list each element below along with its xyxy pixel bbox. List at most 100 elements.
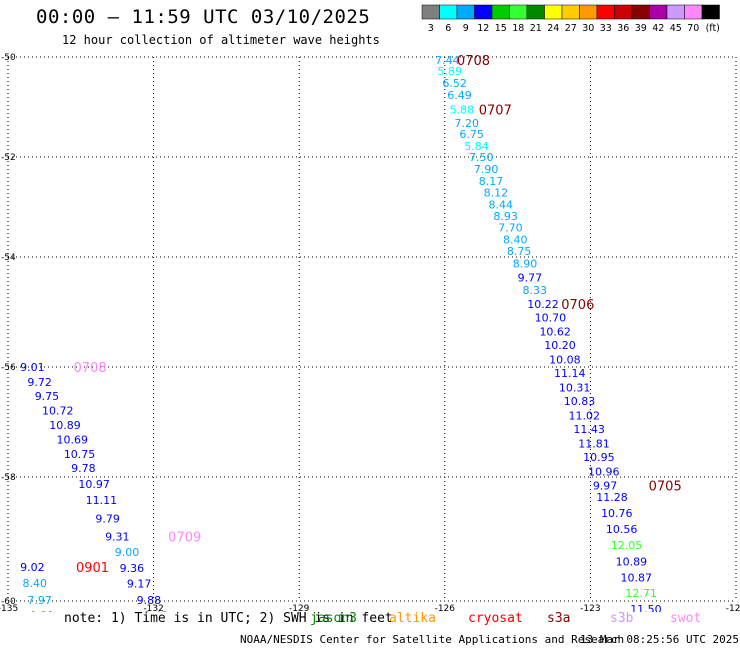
wave-height-value: 6.49 <box>447 89 472 102</box>
wave-height-value: 11.28 <box>596 491 628 504</box>
pass-time-label: 0706 <box>561 298 594 313</box>
wave-height-value: 7.50 <box>469 151 494 164</box>
wave-height-value: 9.31 <box>30 609 55 612</box>
color-scale-label: 24 <box>547 23 559 34</box>
grid-lines <box>7 56 737 602</box>
wave-height-value: 10.96 <box>588 466 620 479</box>
color-scale-label: 18 <box>512 23 524 34</box>
wave-height-value: 7.90 <box>474 163 499 176</box>
wave-height-value: 10.89 <box>616 555 648 568</box>
x-tick-label: -135 <box>0 604 18 612</box>
wave-height-value: 10.72 <box>42 404 73 417</box>
wave-height-value: 12.05 <box>611 539 643 552</box>
pass-time-label: 0709 <box>168 531 201 546</box>
color-scale-label: 15 <box>495 23 507 34</box>
wave-height-value: 11.02 <box>569 409 601 422</box>
wave-height-value: 9.79 <box>95 513 120 526</box>
pass-time-label: 0901 <box>76 561 109 576</box>
y-tick-label: -54 <box>1 253 16 263</box>
color-scale-label: 39 <box>635 23 647 34</box>
wave-height-value: 9.02 <box>20 561 44 574</box>
wave-height-value: 10.70 <box>535 312 567 325</box>
wave-height-value: 10.89 <box>49 419 81 432</box>
source-credit: NOAA/NESDIS Center for Satellite Applica… <box>240 633 625 646</box>
color-scale-label: 42 <box>652 23 664 34</box>
wave-height-value: 9.31 <box>105 531 130 544</box>
wave-height-value: 10.95 <box>583 451 615 464</box>
wave-height-value: 10.56 <box>606 523 638 536</box>
legend-s3b: s3b <box>610 611 634 626</box>
wave-height-value: 10.08 <box>549 353 581 366</box>
pass-time-label: 0705 <box>649 480 682 495</box>
wave-height-value: 12.71 <box>625 587 657 600</box>
chart-title: 00:00 – 11:59 UTC 03/10/2025 <box>36 6 371 28</box>
legend-altika: altika <box>389 611 436 626</box>
color-swatch <box>701 4 720 20</box>
wave-height-value: 7.20 <box>455 117 480 130</box>
wave-height-value: 10.97 <box>78 478 110 491</box>
pass-time-label: 0707 <box>479 104 512 119</box>
units-note: note: 1) Time is in UTC; 2) SWH is in fe… <box>64 611 393 626</box>
wave-height-value: 9.88 <box>137 594 162 607</box>
wave-height-value: 10.20 <box>544 339 576 352</box>
pass-time-label: 0708 <box>74 361 107 376</box>
x-tick-label: -126 <box>435 604 456 612</box>
color-scale-label: 12 <box>477 23 489 34</box>
color-scale-label: 6 <box>445 23 451 34</box>
wave-height-value: 8.44 <box>488 199 512 212</box>
wave-height-value: 9.17 <box>127 578 152 591</box>
wave-height-value: 9.36 <box>120 562 145 575</box>
wave-height-value: 9.43 <box>144 609 169 612</box>
wave-height-value: 7.44 <box>435 54 460 67</box>
color-scale-bar: 3 6 9 12 15 18 21 24 27 30 33 36 39 42 45 70 (ft) <box>421 4 720 34</box>
wave-height-value: 10.22 <box>527 298 559 311</box>
wave-height-value: 11.14 <box>554 367 586 380</box>
wave-height-value: 11.43 <box>573 423 605 436</box>
wave-height-value: 9.75 <box>35 390 60 403</box>
x-tick-label: -120 <box>726 604 740 612</box>
wave-height-value: 9.77 <box>518 271 543 284</box>
color-scale-label: 30 <box>582 23 594 34</box>
wave-height-value: 9.01 <box>20 361 44 374</box>
wave-height-value: 8.33 <box>522 284 547 297</box>
color-scale-label: 45 <box>670 23 682 34</box>
wave-height-value: 5.89 <box>438 65 463 78</box>
x-tick-label: -132 <box>143 604 163 612</box>
wave-height-value: 10.87 <box>620 571 652 584</box>
generation-timestamp: 13 Mar 08:25:56 UTC 2025 <box>580 633 739 646</box>
wave-height-value: 10.83 <box>564 395 596 408</box>
wave-height-value: 6.52 <box>442 77 467 90</box>
color-scale-label: 21 <box>530 23 542 34</box>
wave-height-value: 8.17 <box>479 175 504 188</box>
wave-height-value: 8.40 <box>503 234 528 247</box>
y-tick-label: -60 <box>1 597 16 607</box>
color-scale-label: 9 <box>463 23 469 34</box>
color-scale-label: 33 <box>600 23 612 34</box>
wave-height-value: 11.11 <box>86 494 118 507</box>
wave-height-value: 8.40 <box>23 577 47 590</box>
color-scale-label: 27 <box>565 23 577 34</box>
color-scale-label: 70 <box>687 23 699 34</box>
legend-swot: swot <box>670 611 702 626</box>
wave-height-value: 7.97 <box>27 594 52 607</box>
wave-height-value: 10.31 <box>559 381 591 394</box>
color-scale-label: (ft) <box>706 23 720 34</box>
wave-height-value: 9.72 <box>27 376 52 389</box>
wave-height-value: 11.81 <box>578 437 610 450</box>
wave-height-value: 9.78 <box>71 462 96 475</box>
wave-height-value: 8.75 <box>507 245 532 258</box>
wave-height-value: 10.76 <box>601 507 633 520</box>
x-tick-label: -129 <box>289 604 310 612</box>
legend-cryosat: cryosat <box>468 611 523 626</box>
wave-height-value: 5.84 <box>464 140 489 153</box>
wave-height-value: 10.62 <box>539 325 571 338</box>
chart-subtitle: 12 hour collection of altimeter wave hei… <box>62 33 380 47</box>
wave-height-value: 6.75 <box>459 128 484 141</box>
color-scale-label: 36 <box>617 23 629 34</box>
wave-height-value: 11.50 <box>630 603 662 612</box>
wave-height-map: -135 -132 -129 -126 -123 -120 -50 -52 -54 -56 -58 -… <box>0 53 740 612</box>
wave-height-value: 9.97 <box>593 480 618 493</box>
legend-s3a: s3a <box>547 611 571 626</box>
wave-height-value: 7.70 <box>498 222 522 235</box>
y-tick-label: -52 <box>1 153 16 163</box>
